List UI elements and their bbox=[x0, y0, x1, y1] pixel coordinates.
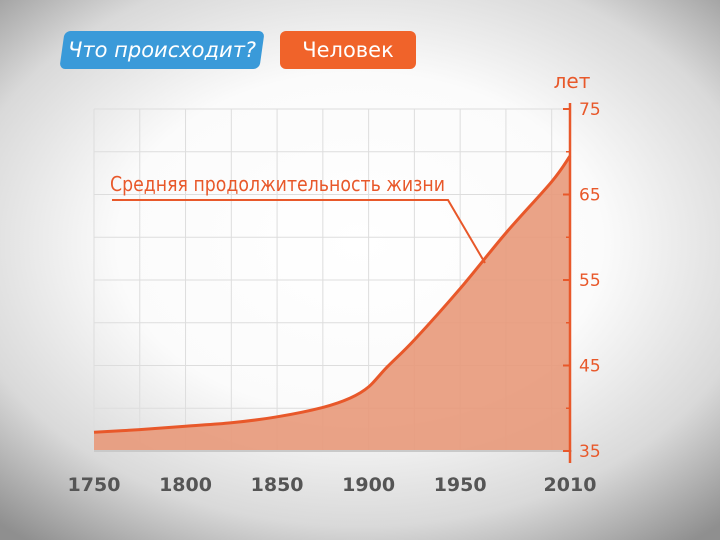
y-axis-unit-label: лет bbox=[554, 69, 591, 93]
annotation-group: Средняя продолжительность жизни bbox=[110, 172, 486, 264]
x-tick-label: 2010 bbox=[544, 474, 597, 496]
subject-tag-label: Человек bbox=[302, 38, 394, 62]
life-expectancy-area bbox=[94, 156, 570, 451]
x-tick-label: 1850 bbox=[251, 474, 304, 496]
x-tick-label: 1750 bbox=[68, 474, 121, 496]
y-tick-label: 55 bbox=[579, 271, 601, 291]
annotation-label: Средняя продолжительность жизни bbox=[110, 172, 445, 196]
subject-tag: Человек bbox=[280, 31, 416, 69]
x-tick-label: 1950 bbox=[434, 474, 487, 496]
life-expectancy-line bbox=[93, 155, 572, 434]
y-tick-label: 75 bbox=[579, 100, 601, 120]
y-tick-label: 65 bbox=[579, 186, 601, 206]
y-tick-label: 45 bbox=[579, 357, 601, 377]
y-tick-label: 35 bbox=[579, 442, 601, 462]
annotation-leader-line bbox=[112, 199, 486, 264]
x-tick-label: 1900 bbox=[342, 474, 395, 496]
chart-axes: 35 45 55 65 75 1750 1800 1850 1900 1950 2010 bbox=[68, 100, 601, 496]
x-tick-label: 1800 bbox=[159, 474, 212, 496]
